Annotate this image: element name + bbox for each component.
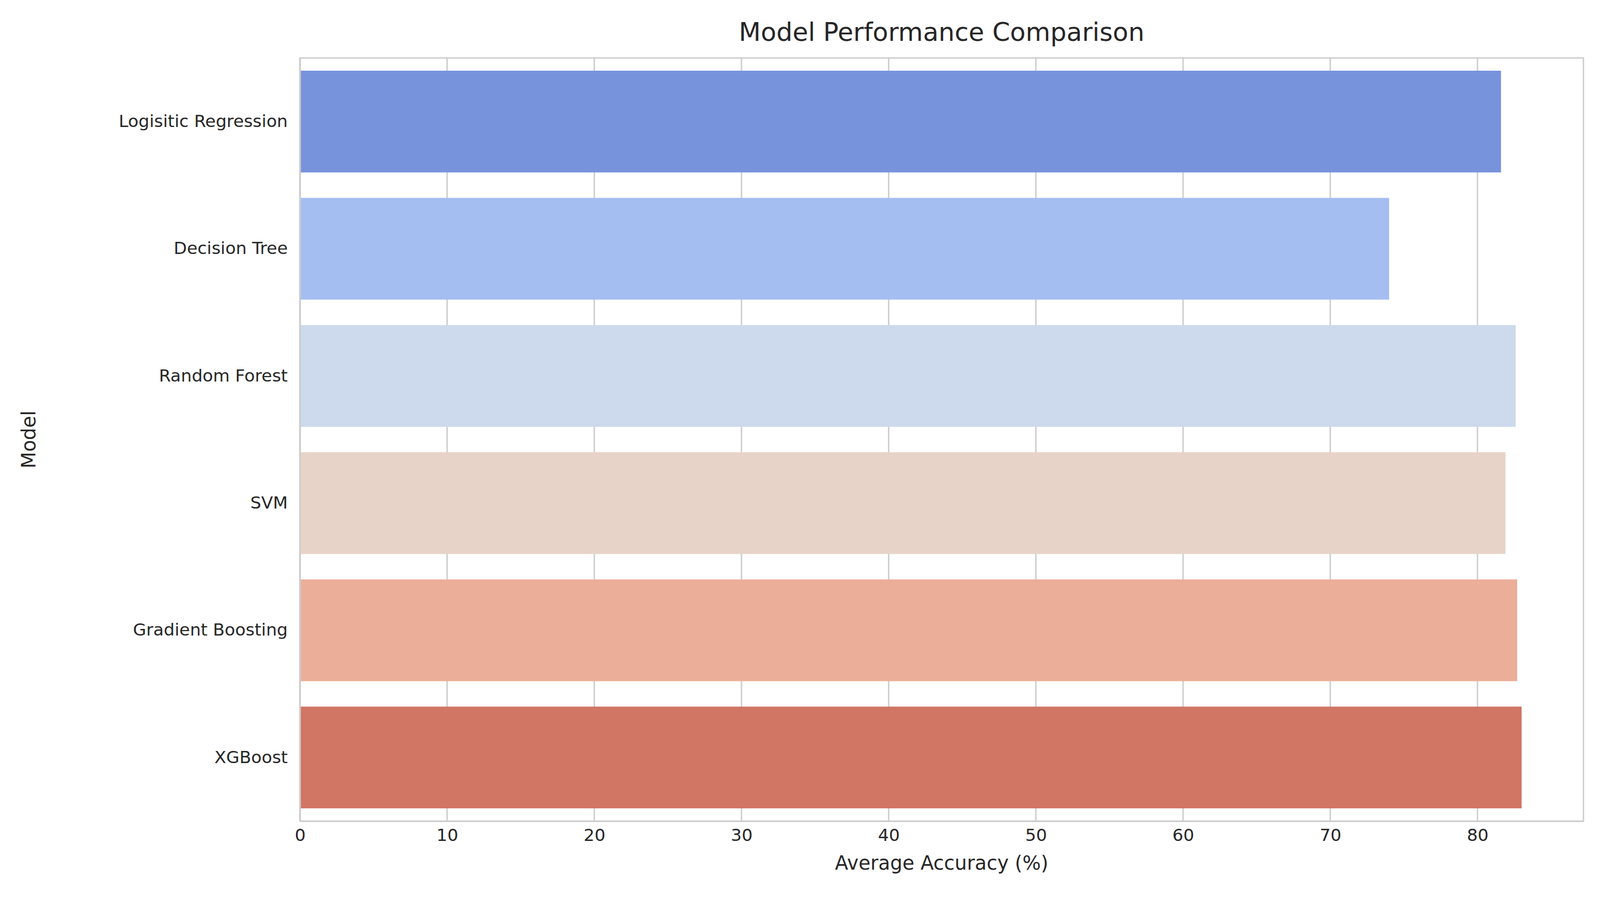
bar: [299, 70, 1502, 173]
x-tick-label: 40: [878, 825, 900, 846]
y-tick-label: Gradient Boosting: [133, 619, 288, 640]
x-tick: 40: [878, 821, 900, 846]
x-tick-label: 80: [1466, 825, 1489, 846]
bar: [299, 325, 1516, 427]
frame: [299, 57, 1584, 822]
title: Model Performance Comparison: [738, 17, 1145, 47]
bar: [299, 579, 1518, 681]
x-tick-label: 30: [730, 825, 753, 846]
y-axis-title: Model: [17, 410, 40, 469]
x-tick-label: 60: [1172, 825, 1195, 846]
bar: [299, 706, 1522, 809]
x-tick-label: 50: [1025, 825, 1047, 846]
x-tick: 60: [1172, 821, 1195, 846]
x-tick: 80: [1466, 821, 1489, 846]
x-axis-line: [300, 820, 1584, 823]
x-tick: 30: [730, 821, 753, 846]
bar: [299, 197, 1390, 300]
x-axis-title: Average Accuracy (%): [835, 852, 1049, 875]
y-axis: Logisitic Regression Decision Tree Random …: [118, 58, 300, 822]
x-tick: 50: [1025, 821, 1047, 846]
y-axis-line: [299, 58, 302, 822]
y-tick: Gradient Boosting: [133, 619, 300, 640]
x-tick: 0: [294, 821, 306, 846]
x-tick: 70: [1319, 821, 1341, 846]
y-tick: Random Forest: [159, 365, 300, 386]
y-tick-label: Random Forest: [159, 365, 288, 386]
chart: 0 10 20 30 40 50 60 70 80 Logisitic Regression Dec…: [0, 0, 1600, 921]
y-tick-label: Decision Tree: [173, 238, 288, 258]
x-tick: 10: [436, 821, 458, 846]
x-tick-label: 70: [1319, 825, 1341, 846]
x-tick-label: 0: [294, 825, 306, 846]
x-tick-label: 20: [583, 825, 606, 846]
bar: [299, 452, 1506, 554]
x-tick: 20: [583, 821, 606, 846]
x-axis: 0 10 20 30 40 50 60 70 80: [294, 821, 1584, 846]
y-tick: Decision Tree: [173, 238, 300, 258]
y-tick-label: SVM: [250, 492, 288, 513]
y-tick: Logisitic Regression: [118, 111, 300, 131]
y-tick-label: XGBoost: [214, 747, 288, 768]
y-tick-label: Logisitic Regression: [118, 111, 288, 131]
bars: [299, 70, 1522, 809]
y-tick: SVM: [250, 492, 300, 513]
plot-area: 0 10 20 30 40 50 60 70 80 Logisitic Regression Dec…: [118, 57, 1584, 846]
y-tick: XGBoost: [214, 747, 300, 768]
x-tick-label: 10: [436, 825, 458, 846]
